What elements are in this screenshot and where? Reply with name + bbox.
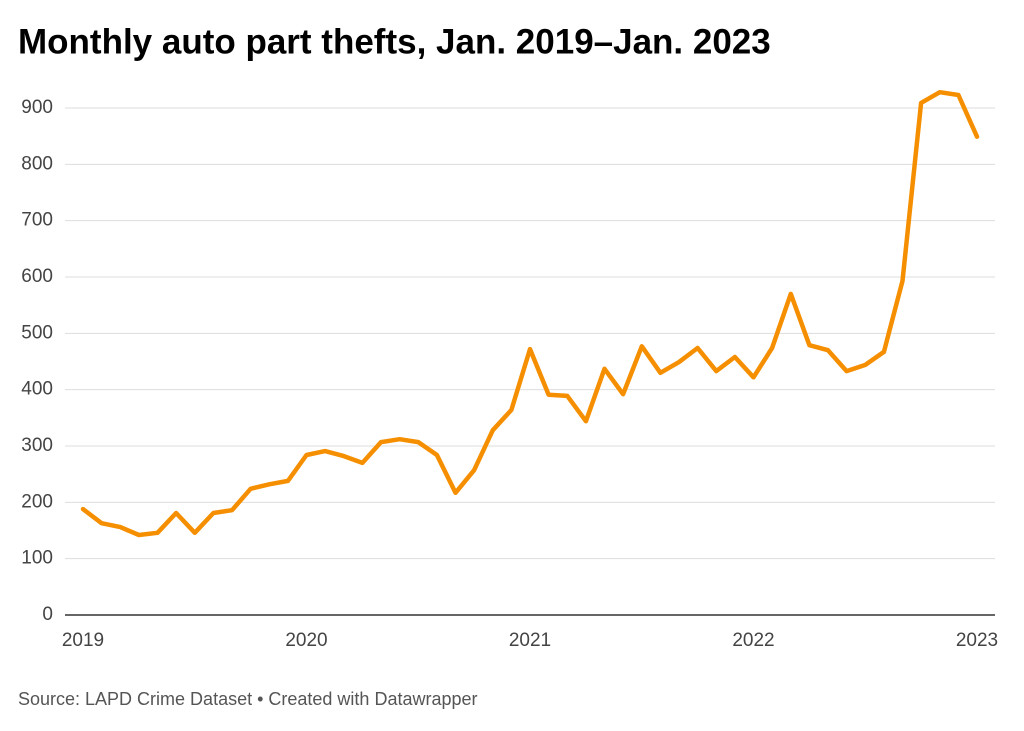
chart-title: Monthly auto part thefts, Jan. 2019–Jan.… xyxy=(18,22,771,61)
y-tick-label: 500 xyxy=(21,322,53,343)
y-tick-label: 300 xyxy=(21,435,53,456)
y-tick-label: 0 xyxy=(42,604,53,625)
x-tick-label: 2021 xyxy=(509,630,551,651)
y-tick-label: 200 xyxy=(21,491,53,512)
y-tick-label: 800 xyxy=(21,153,53,174)
y-tick-label: 700 xyxy=(21,210,53,231)
y-tick-label: 900 xyxy=(21,97,53,118)
x-tick-label: 2020 xyxy=(285,630,327,651)
y-tick-label: 100 xyxy=(21,548,53,569)
source-note: Source: LAPD Crime Dataset • Created wit… xyxy=(18,689,478,709)
x-tick-label: 2022 xyxy=(732,630,774,651)
x-tick-label: 2019 xyxy=(62,630,104,651)
y-tick-label: 600 xyxy=(21,266,53,287)
y-tick-label: 400 xyxy=(21,379,53,400)
x-tick-label: 2023 xyxy=(956,630,998,651)
data-line xyxy=(80,89,980,538)
